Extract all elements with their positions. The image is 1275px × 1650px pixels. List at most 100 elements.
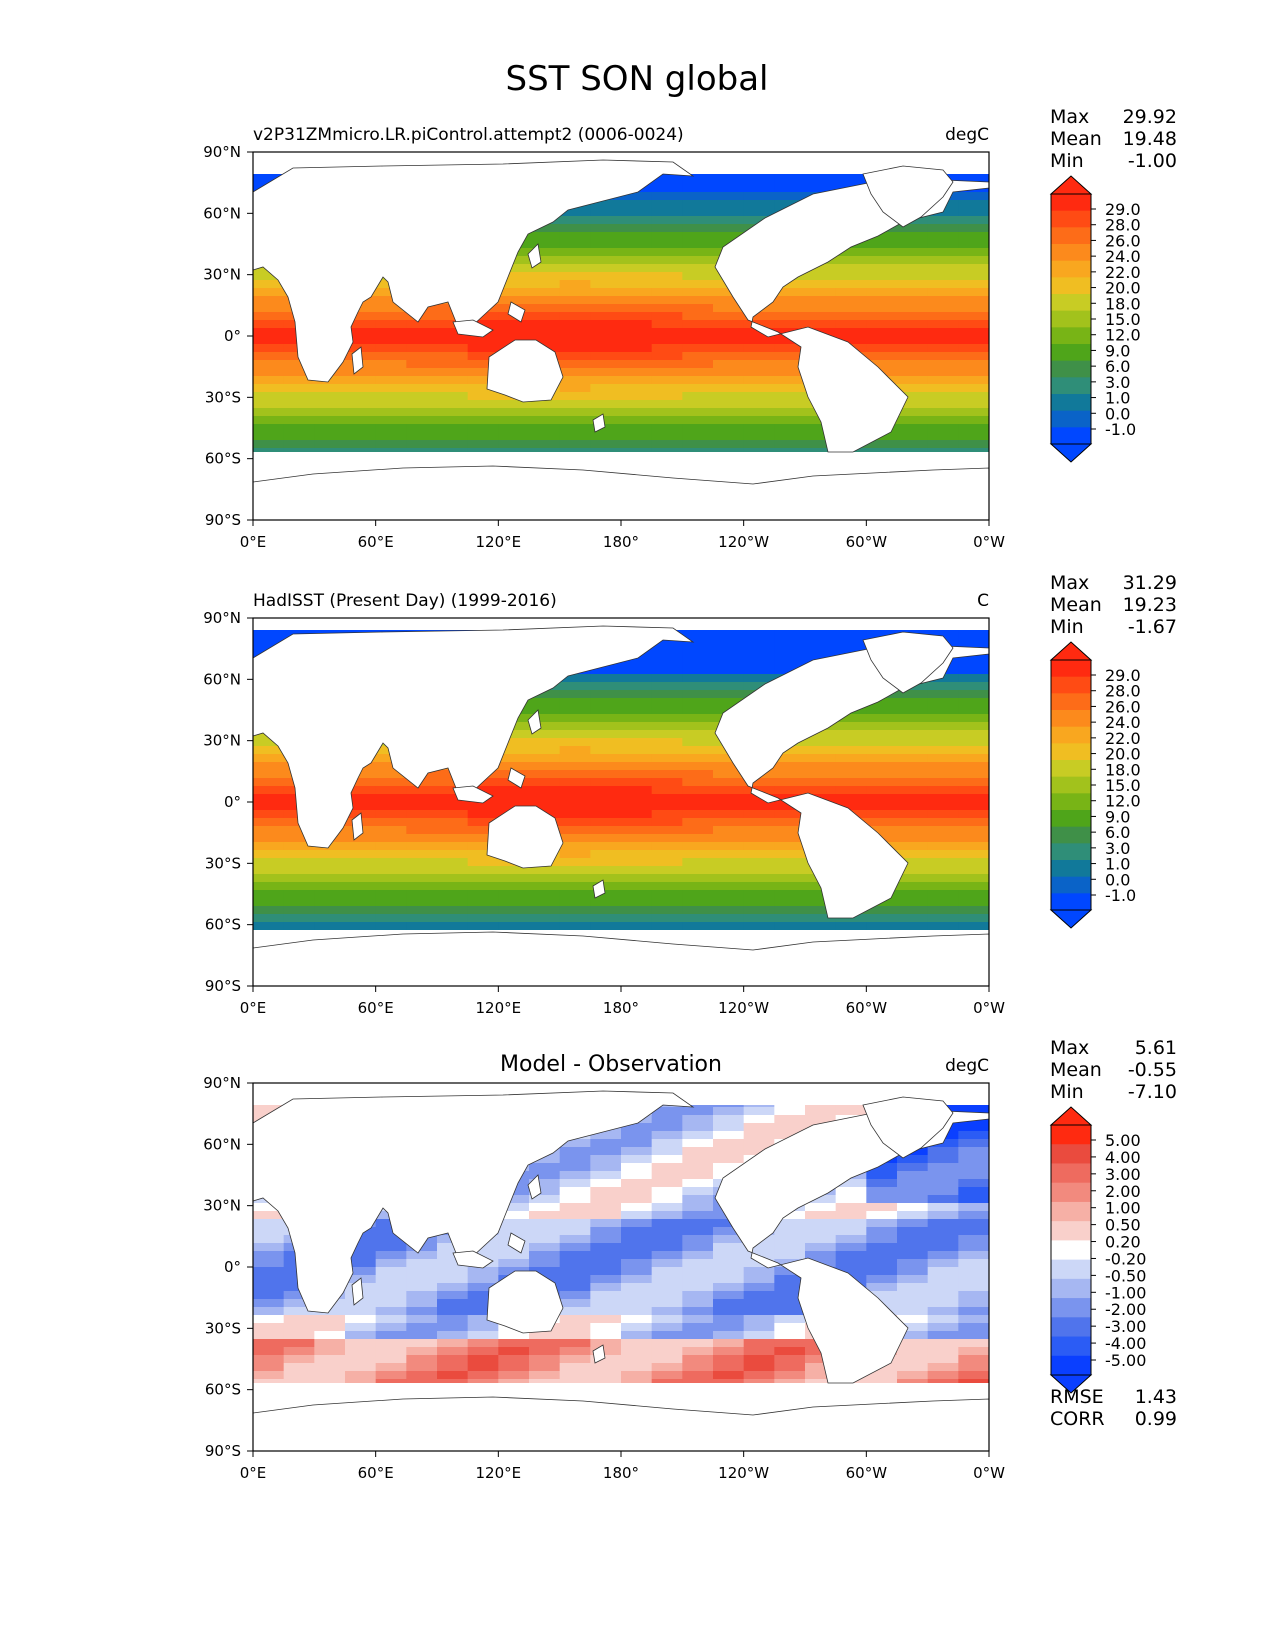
field-cell — [559, 714, 591, 723]
field-cell — [345, 906, 377, 915]
field-cell — [743, 424, 775, 433]
field-cell — [805, 272, 837, 281]
field-cell — [345, 336, 377, 345]
field-cell — [437, 416, 469, 425]
field-cell — [437, 312, 469, 321]
field-cell — [498, 906, 530, 915]
field-cell — [345, 866, 377, 875]
field-cell — [590, 1283, 622, 1292]
field-cell — [713, 1115, 745, 1124]
field-cell — [897, 280, 929, 289]
field-cell — [406, 1275, 438, 1284]
colorbar-tick-label: 0.0 — [1105, 404, 1130, 423]
field-cell — [590, 850, 622, 859]
field-cell — [927, 1259, 959, 1268]
y-tick-label: 30°S — [205, 854, 241, 872]
field-cell — [467, 344, 499, 353]
field-cell — [774, 1275, 806, 1284]
field-cell — [406, 336, 438, 345]
field-cell — [958, 1187, 989, 1196]
field-cell — [866, 778, 898, 787]
field-cell — [743, 176, 775, 185]
field-cell — [621, 1339, 653, 1348]
field-cell — [743, 634, 775, 643]
field-cell — [345, 400, 377, 409]
field-cell — [314, 424, 346, 433]
colorbar-tick-label: 24.0 — [1105, 713, 1141, 732]
field-cell — [345, 1355, 377, 1364]
field-cell — [375, 1363, 407, 1372]
field-cell — [927, 416, 959, 425]
field-cell — [283, 1339, 315, 1348]
field-cell — [958, 280, 989, 289]
colorbar-tick-label: 28.0 — [1105, 216, 1141, 235]
field-cell — [927, 1179, 959, 1188]
panel-units: degC — [945, 1056, 989, 1076]
field-cell — [651, 666, 683, 675]
field-cell — [253, 906, 285, 915]
y-tick-label: 90°N — [203, 609, 241, 627]
field-cell — [682, 1147, 714, 1156]
field-cell — [682, 1259, 714, 1268]
stat-label: Mean — [1050, 128, 1102, 150]
field-cell — [437, 1331, 469, 1340]
field-cell — [498, 1219, 530, 1228]
field-cell — [559, 1299, 591, 1308]
field-cell — [253, 1107, 285, 1116]
field-cell — [713, 1107, 745, 1116]
field-cell — [590, 1163, 622, 1172]
field-cell — [406, 320, 438, 329]
field-cell — [406, 1251, 438, 1260]
field-cell — [682, 1155, 714, 1164]
field-cell — [743, 914, 775, 923]
field-cell — [375, 320, 407, 329]
field-cell — [866, 1187, 898, 1196]
field-cell — [345, 626, 377, 635]
field-cell — [651, 874, 683, 883]
field-cell — [897, 336, 929, 345]
field-cell — [958, 690, 989, 699]
field-cell — [529, 722, 561, 731]
field-cell — [621, 1251, 653, 1260]
field-cell — [590, 1243, 622, 1252]
field-cell — [590, 408, 622, 417]
field-cell — [805, 424, 837, 433]
field-cell — [651, 914, 683, 923]
field-cell — [621, 344, 653, 353]
field-cell — [958, 1179, 989, 1188]
colorbar-tick-label: -3.00 — [1105, 1317, 1146, 1336]
field-cell — [590, 730, 622, 739]
field-cell — [897, 1371, 929, 1380]
field-cell — [897, 1203, 929, 1212]
colorbar-segment — [1051, 1125, 1091, 1145]
field-cell — [529, 714, 561, 723]
field-cell — [406, 1299, 438, 1308]
field-cell — [682, 232, 714, 241]
field-cell — [927, 786, 959, 795]
field-cell — [743, 674, 775, 683]
field-cell — [651, 400, 683, 409]
field-cell — [283, 440, 315, 449]
field-cell — [927, 906, 959, 915]
field-cell — [958, 1275, 989, 1284]
field-cell — [590, 834, 622, 843]
field-cell — [958, 1155, 989, 1164]
field-cell — [651, 376, 683, 385]
field-cell — [866, 1243, 898, 1252]
field-cell — [345, 1371, 377, 1380]
field-cell — [651, 1299, 683, 1308]
field-cell — [682, 264, 714, 273]
field-cell — [559, 874, 591, 883]
x-tick-label: 120°W — [718, 1464, 769, 1482]
field-cell — [590, 1155, 622, 1164]
field-cell — [897, 794, 929, 803]
field-cell — [897, 1283, 929, 1292]
x-tick-label: 0°E — [240, 999, 267, 1017]
field-cell — [651, 1107, 683, 1116]
field-cell — [927, 344, 959, 353]
field-cell — [774, 778, 806, 787]
field-cell — [713, 626, 745, 635]
field-cell — [559, 320, 591, 329]
colorbar-segment — [1051, 1317, 1091, 1338]
field-cell — [559, 794, 591, 803]
